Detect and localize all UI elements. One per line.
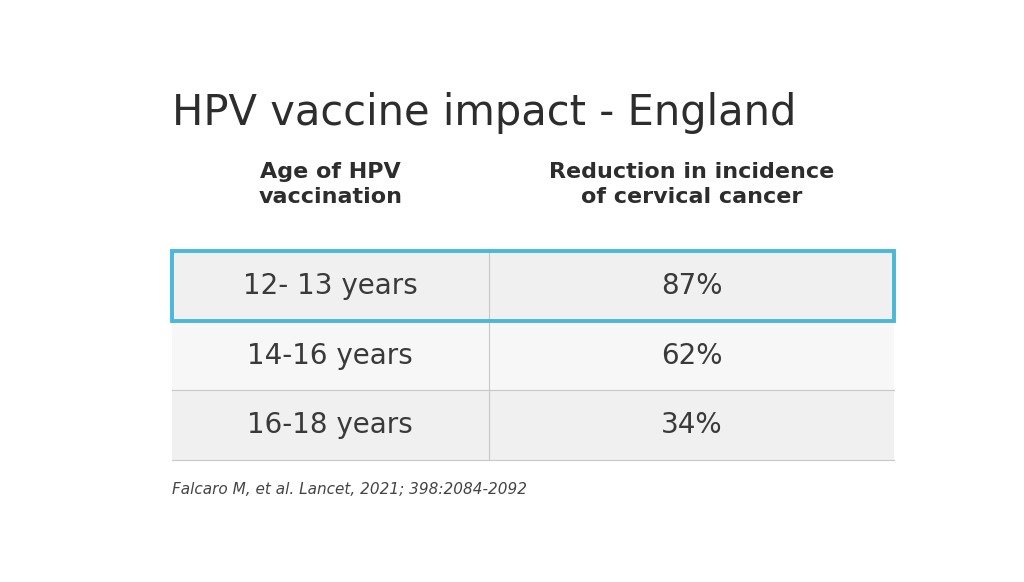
Text: Age of HPV
vaccination: Age of HPV vaccination [258,162,402,207]
Text: 34%: 34% [660,411,722,439]
Text: Reduction in incidence
of cervical cancer: Reduction in incidence of cervical cance… [549,162,835,207]
Bar [172,391,894,460]
Text: 62%: 62% [660,342,722,370]
Text: 87%: 87% [660,272,722,300]
Text: 14-16 years: 14-16 years [248,342,414,370]
Text: 16-18 years: 16-18 years [248,411,414,439]
Bar [172,321,894,391]
Text: HPV vaccine impact - England: HPV vaccine impact - England [172,93,796,134]
Text: 12- 13 years: 12- 13 years [243,272,418,300]
Bar [172,251,894,321]
Bar [172,251,894,321]
Text: Falcaro M, et al. Lancet, 2021; 398:2084-2092: Falcaro M, et al. Lancet, 2021; 398:2084… [172,482,526,497]
